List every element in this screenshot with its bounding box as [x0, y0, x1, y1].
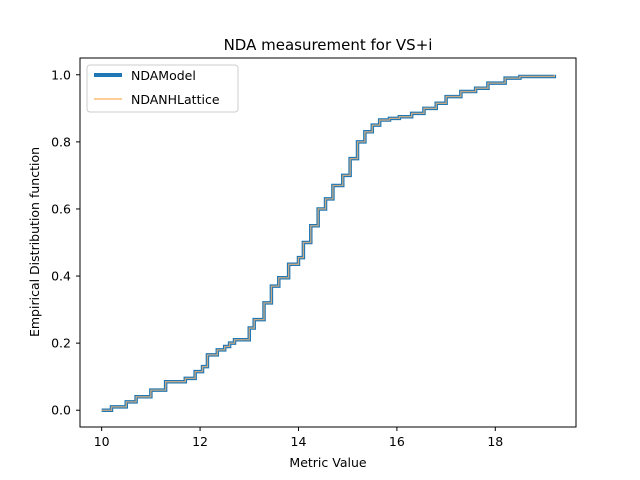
chart-title: NDA measurement for VS+i: [224, 36, 433, 54]
legend-box: [86, 64, 239, 113]
x-axis-title: Metric Value: [289, 455, 366, 470]
y-tick-label: 1.0: [51, 67, 71, 82]
series-line-ndamodel: [101, 74, 557, 412]
series-line-ndanhlattice: [101, 74, 555, 411]
y-tick-label: 0.6: [51, 201, 71, 216]
legend-label-ndamodel: NDAModel: [131, 68, 196, 83]
plot-area: [101, 74, 557, 412]
x-tick-label: 12: [192, 434, 208, 449]
y-tick-label: 0.8: [51, 134, 71, 149]
x-tick-label: 18: [487, 434, 503, 449]
x-tick-label: 16: [389, 434, 405, 449]
axes-frame: [79, 57, 577, 428]
x-axis-ticks: 10 12 14 16 18: [94, 427, 503, 449]
legend: NDAModel NDANHLattice: [86, 64, 239, 113]
y-axis-title: Empirical Distribution function: [27, 147, 42, 337]
legend-label-ndanhlattice: NDANHLattice: [131, 92, 220, 107]
x-tick-label: 14: [291, 434, 307, 449]
y-tick-label: 0.2: [51, 336, 71, 351]
x-tick-label: 10: [94, 434, 110, 449]
y-axis-ticks: 0.0 0.2 0.4 0.6 0.8 1.0: [51, 67, 80, 418]
y-tick-label: 0.4: [51, 269, 71, 284]
y-tick-label: 0.0: [51, 403, 71, 418]
